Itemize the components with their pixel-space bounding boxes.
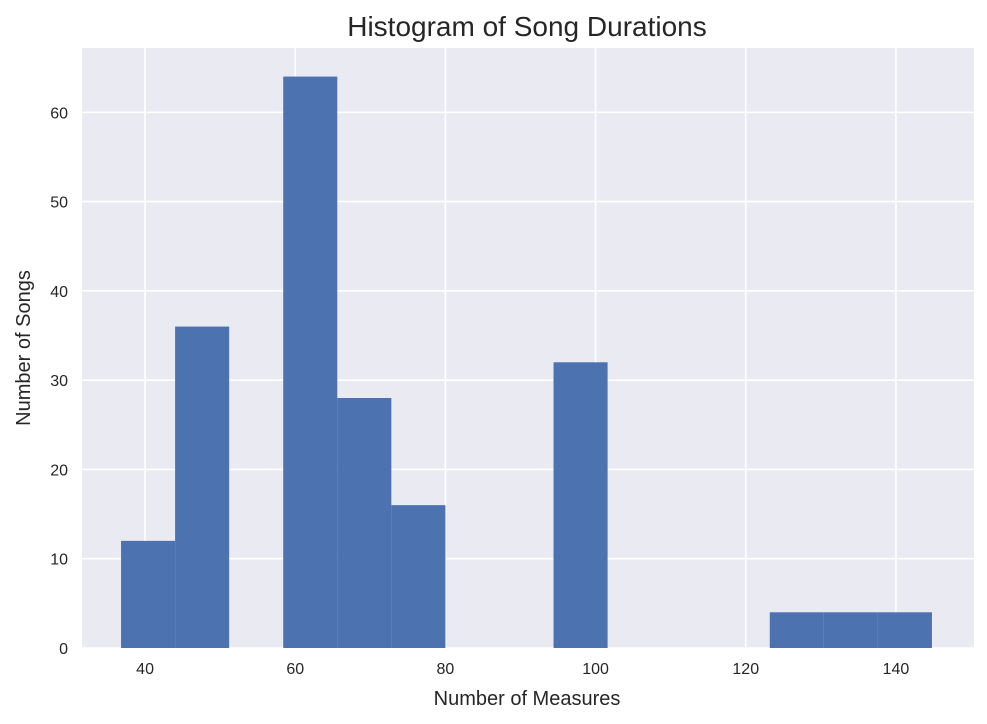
histogram-bar: [553, 362, 608, 648]
x-tick-label: 140: [883, 661, 910, 678]
y-tick-label: 60: [50, 105, 68, 122]
histogram-bars: [121, 76, 932, 649]
y-tick-label: 0: [59, 641, 68, 658]
x-axis-label: Number of Measures: [434, 688, 621, 710]
x-tick-label: 80: [437, 661, 455, 678]
y-axis-label: Number of Songs: [13, 270, 35, 426]
y-tick-label: 30: [50, 373, 68, 390]
plot-background: [82, 48, 974, 648]
histogram-bar: [283, 76, 338, 649]
histogram-bar: [337, 398, 392, 648]
x-tick-label: 120: [732, 661, 759, 678]
y-tick-label: 50: [50, 195, 68, 212]
y-tick-label: 20: [50, 462, 68, 479]
histogram-bar: [175, 326, 230, 648]
y-tick-label: 40: [50, 284, 68, 301]
x-tick-label: 60: [286, 661, 304, 678]
histogram-bar: [121, 540, 176, 648]
histogram-bar: [877, 612, 932, 648]
y-tick-label: 10: [50, 552, 68, 569]
y-axis-ticks: 0 10 20 30 40 50 60: [50, 105, 68, 658]
x-tick-label: 40: [136, 661, 154, 678]
histogram-bar: [391, 505, 446, 648]
x-axis-ticks: 40 60 80 100 120 140: [136, 661, 909, 678]
chart-title: Histogram of Song Durations: [347, 11, 707, 42]
histogram-bar: [823, 612, 878, 648]
x-tick-label: 100: [582, 661, 609, 678]
histogram-bar: [769, 612, 824, 648]
